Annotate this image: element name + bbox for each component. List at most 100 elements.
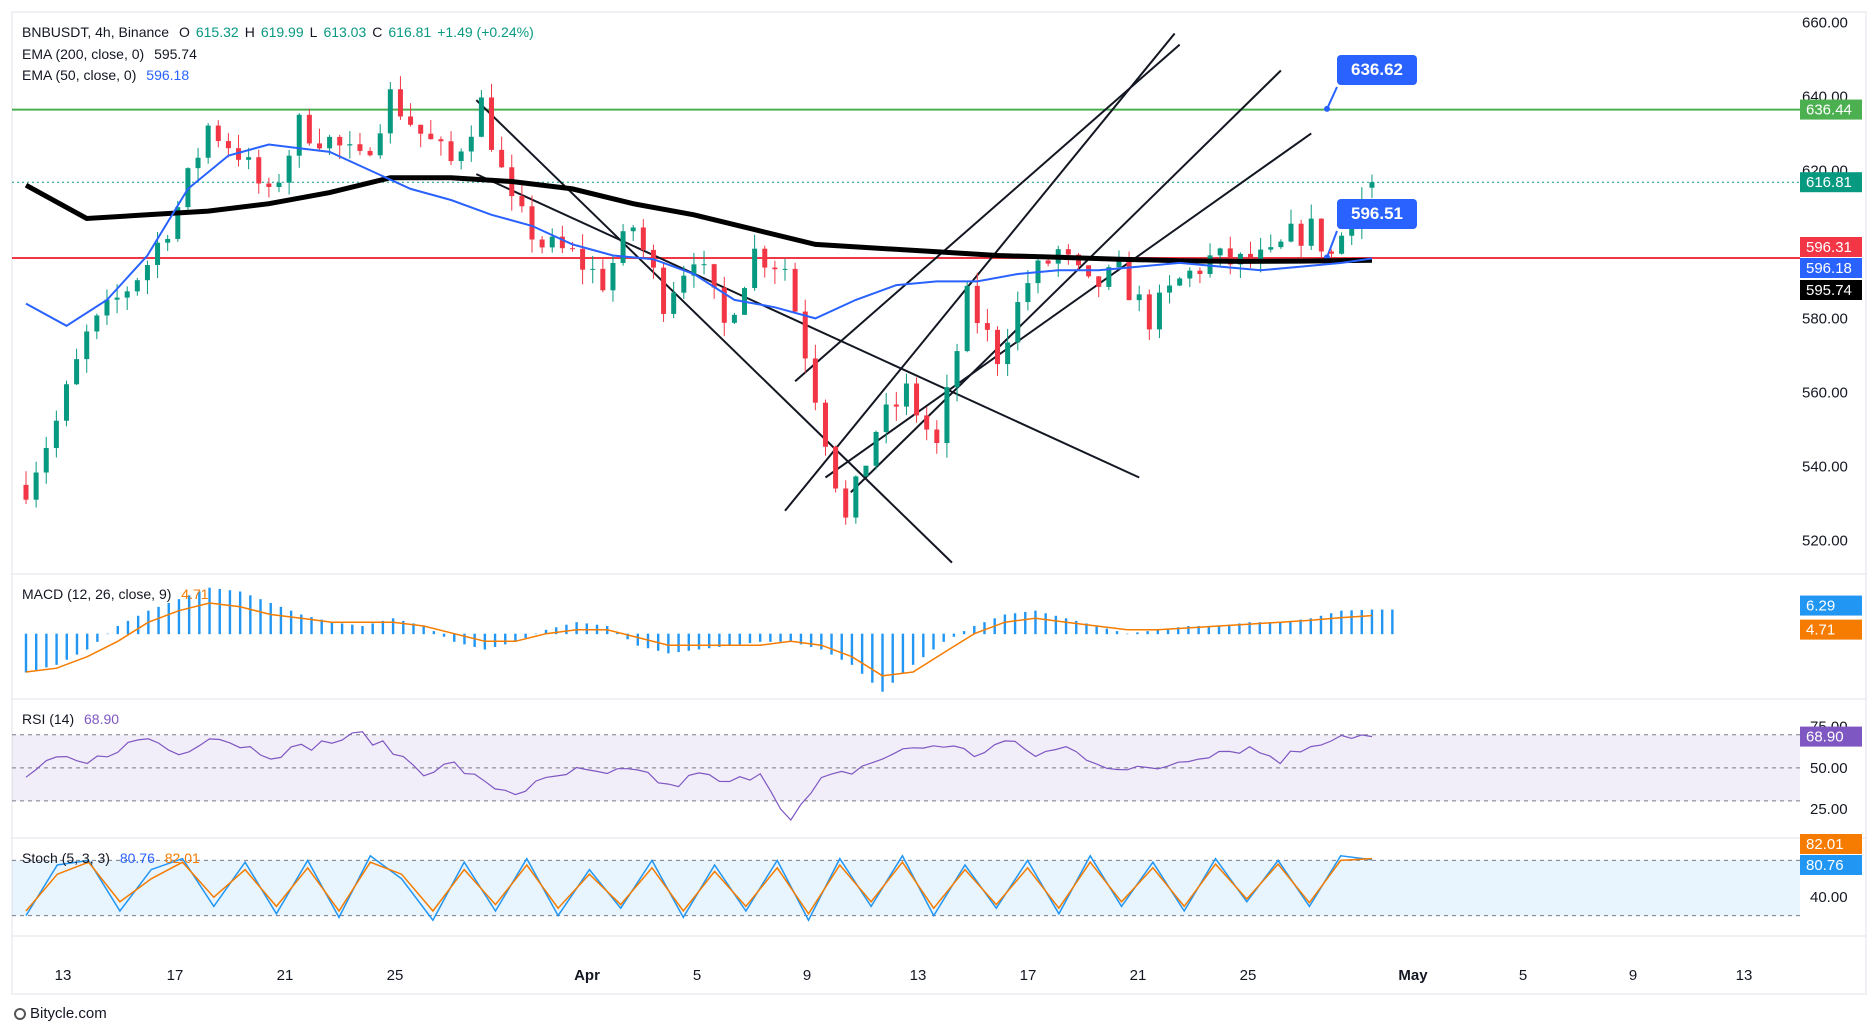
candle-body — [489, 97, 495, 150]
candle-body — [144, 265, 150, 281]
candle-body — [721, 287, 727, 323]
candle-body — [1106, 267, 1112, 287]
macd-bar — [1360, 609, 1363, 635]
candle-body — [1146, 294, 1152, 330]
stoch-label-d: 82.01 — [1806, 836, 1844, 853]
main-legend: BNBUSDT, 4h, Binance O 615.32 H 619.99 L 613.… — [22, 21, 546, 43]
candle-body — [124, 291, 130, 298]
macd-bar — [738, 633, 741, 645]
macd-bar — [453, 633, 456, 642]
x-axis-tick-25: 25 — [387, 967, 404, 984]
candle-body — [1167, 285, 1173, 293]
macd-bar — [1228, 624, 1231, 635]
macd-bar — [463, 633, 466, 645]
candle-body — [681, 275, 687, 293]
candle-body — [1349, 228, 1355, 236]
x-axis-tick-17: 17 — [167, 967, 184, 984]
candle-body — [802, 311, 808, 359]
candle-body — [428, 133, 434, 140]
macd-bar — [585, 623, 589, 635]
macd-bar — [1085, 623, 1088, 635]
candle-body — [701, 264, 707, 266]
candle-body — [529, 206, 535, 240]
x-axis-tick-13: 13 — [910, 967, 927, 984]
ema200-legend: EMA (200, close, 0) 595.74 — [22, 43, 203, 65]
ema50-value: 596.18 — [146, 67, 190, 83]
x-axis-tick-Apr: Apr — [574, 967, 600, 984]
candle-body — [661, 267, 667, 314]
candle-body — [1328, 251, 1334, 254]
macd-bar — [1054, 615, 1058, 635]
price-axis-tick-580: 580.00 — [1802, 310, 1848, 327]
candle-body — [1045, 260, 1051, 264]
bitycle-logo-icon — [14, 1008, 26, 1020]
price-axis-tick-560: 560.00 — [1802, 384, 1848, 401]
macd-bar — [1238, 623, 1241, 635]
macd-histogram — [24, 587, 1394, 692]
macd-bar — [871, 633, 874, 683]
candle-body — [772, 267, 778, 270]
candle-body — [762, 248, 768, 268]
macd-bar — [473, 633, 476, 647]
macd-bar — [228, 590, 232, 635]
macd-label-hist-bg — [1800, 595, 1862, 616]
candle-body — [580, 248, 586, 270]
candle-body — [1288, 223, 1294, 242]
macd-bar — [1309, 618, 1312, 635]
candle-body — [1248, 253, 1254, 262]
candle-body — [408, 116, 414, 125]
high-label: H — [244, 24, 255, 40]
price-label-616.81: 616.81 — [1806, 174, 1852, 191]
candle-body — [195, 157, 201, 169]
ema200-line — [24, 175, 1373, 264]
low-value: 613.03 — [323, 24, 367, 40]
stoch-label: Stoch (5, 3, 3) — [22, 850, 110, 866]
macd-bar — [218, 588, 221, 635]
candle-body — [1177, 278, 1183, 286]
rsi-axis-tick-25: 25.00 — [1810, 801, 1848, 818]
ema50-line — [25, 143, 1373, 327]
macd-bar — [1105, 628, 1109, 635]
macd-bar — [534, 633, 538, 635]
macd-bar — [1350, 610, 1353, 635]
macd-bar — [1217, 626, 1221, 635]
candle-body — [296, 114, 302, 156]
x-axis-tick-13: 13 — [55, 967, 72, 984]
candle-body — [438, 139, 444, 142]
callout-upper[interactable]: 636.62 — [1337, 55, 1417, 85]
callout-lower[interactable]: 596.51 — [1337, 199, 1417, 229]
symbol-label: BNBUSDT, 4h, Binance — [22, 24, 170, 40]
candle-body — [782, 268, 788, 270]
macd-bar — [626, 633, 629, 640]
macd-bar — [24, 633, 28, 673]
candle-body — [964, 285, 970, 352]
candle-body — [448, 141, 454, 162]
candle-body — [671, 292, 677, 314]
candle-body — [843, 488, 849, 518]
candle-body — [337, 136, 343, 146]
macd-bar — [351, 624, 354, 635]
macd-bar — [187, 595, 191, 635]
macd-bar — [157, 606, 160, 635]
macd-bar — [891, 633, 894, 683]
macd-bar — [922, 633, 925, 658]
macd-bar — [381, 620, 385, 635]
macd-bar — [769, 633, 772, 642]
macd-bar — [177, 599, 181, 635]
candle-body — [478, 97, 484, 137]
price-label-595.74-bg — [1800, 280, 1862, 300]
macd-bar — [932, 633, 935, 650]
x-axis-tick-9: 9 — [803, 967, 811, 984]
price-label-636.44-bg — [1800, 99, 1862, 120]
candle-body — [387, 89, 393, 134]
macd-bar — [565, 624, 568, 635]
macd-bar — [687, 633, 690, 651]
candle-body — [165, 238, 171, 243]
price-label-616.81-bg — [1800, 172, 1862, 193]
macd-bar — [1095, 626, 1098, 635]
macd-label: MACD (12, 26, close, 9) — [22, 586, 172, 602]
candle-body — [954, 351, 960, 388]
macd-bar — [1013, 613, 1017, 635]
trend-line-0 — [475, 99, 953, 564]
